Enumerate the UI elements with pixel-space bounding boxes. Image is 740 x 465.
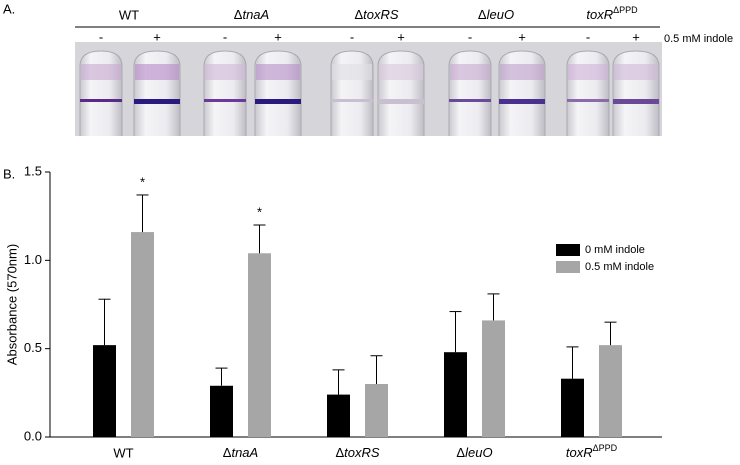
bar — [131, 232, 154, 437]
strain-label: ΔtnaA — [234, 7, 269, 22]
legend-label: 0.5 mM indole — [585, 261, 654, 273]
bar — [599, 345, 622, 437]
biofilm-ring — [449, 99, 491, 102]
bar — [482, 320, 505, 437]
panel-label: B. — [3, 166, 15, 181]
x-tick-label: WT — [113, 445, 133, 460]
tube-stain — [379, 64, 423, 80]
strain-label: ΔtoxRS — [354, 7, 398, 22]
biofilm-ring — [134, 99, 180, 104]
legend-swatch — [556, 261, 580, 273]
strain-label: ΔleuO — [478, 7, 514, 22]
tube-stain — [81, 64, 121, 80]
condition-sign: - — [586, 29, 590, 44]
biofilm-ring — [204, 99, 246, 102]
condition-sign: - — [350, 29, 354, 44]
legend-label: 0 mM indole — [585, 244, 645, 256]
x-tick-label: ΔleuO — [456, 445, 492, 460]
tube-photo — [75, 42, 662, 136]
panel-label: A. — [3, 1, 15, 16]
y-axis-label: Absorbance (570nm) — [4, 244, 19, 365]
condition-sign: - — [468, 29, 472, 44]
y-tick-label: 1.0 — [24, 252, 42, 267]
biofilm-ring — [80, 99, 122, 102]
y-tick-label: 0.0 — [24, 428, 42, 443]
strain-label: WT — [119, 7, 139, 22]
condition-sign: + — [153, 29, 161, 44]
x-tick-label: toxRΔPPD — [566, 443, 618, 460]
bar — [327, 394, 350, 437]
y-tick-label: 1.5 — [24, 163, 42, 178]
bar — [365, 384, 388, 437]
bar — [93, 345, 116, 437]
tube-stain — [450, 64, 490, 80]
strain-label: toxRΔPPD — [586, 5, 638, 22]
significance-marker: * — [140, 174, 145, 189]
x-tick-label: ΔtnaA — [223, 445, 258, 460]
biofilm-ring — [613, 99, 659, 104]
treatment-label: 0.5 mM indole — [664, 33, 733, 45]
biofilm-ring — [331, 99, 373, 102]
legend-swatch — [556, 244, 580, 256]
tube-stain — [568, 64, 608, 80]
tube-stain — [205, 64, 245, 80]
bar — [444, 352, 467, 437]
bar — [248, 253, 271, 437]
tube-stain — [332, 64, 372, 80]
condition-sign: + — [397, 29, 405, 44]
biofilm-ring — [255, 99, 301, 104]
tube-stain — [614, 64, 658, 80]
x-tick-label: ΔtoxRS — [335, 445, 379, 460]
condition-sign: + — [274, 29, 282, 44]
y-tick-label: 0.5 — [24, 340, 42, 355]
bar — [561, 378, 584, 437]
condition-sign: + — [632, 29, 640, 44]
condition-sign: - — [99, 29, 103, 44]
tube-stain — [135, 64, 179, 80]
condition-sign: + — [518, 29, 526, 44]
biofilm-ring — [378, 99, 424, 104]
bar — [210, 385, 233, 437]
tube-stain — [500, 64, 544, 80]
condition-sign: - — [223, 29, 227, 44]
biofilm-ring — [567, 99, 609, 102]
significance-marker: * — [257, 204, 262, 219]
tube-stain — [256, 64, 300, 80]
biofilm-ring — [499, 99, 545, 104]
